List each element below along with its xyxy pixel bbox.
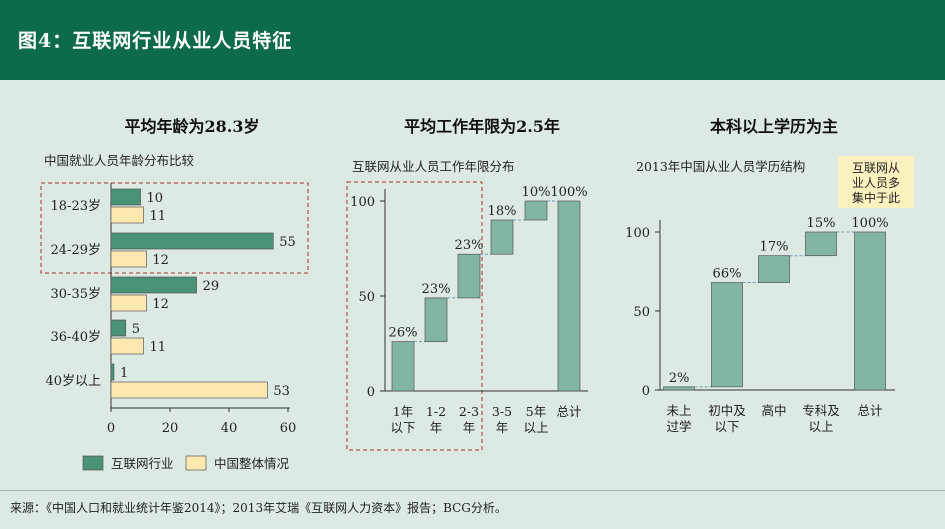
age-x-tick-label: 0 [107,421,115,436]
page-title: 图4：互联网行业从业人员特征 [18,30,293,52]
education-value-label: 17% [760,240,789,255]
education-y-tick-label: 0 [642,384,650,399]
education-bar [854,231,886,391]
age-x-tick-label: 20 [162,421,179,436]
tenure-value-label: 100% [550,185,587,200]
age-bar-internet [110,363,115,381]
education-value-label: 15% [807,216,836,231]
source-note: 来源：《中国人口和就业统计年鉴2014》；2013年艾瑞《互联网人力资本》报告；… [10,501,507,515]
education-category-label: 未上过学 [666,403,691,434]
age-bar-value-label: 5 [132,322,140,337]
age-category-label: 24-29岁 [51,243,101,258]
legend-label: 互联网行业 [111,456,174,471]
age-x-tick-label: 40 [221,421,238,436]
age-bar-internet [110,276,197,294]
age-bar-overall [110,381,268,399]
tenure-value-label: 26% [389,326,418,341]
age-bar-internet [110,188,141,206]
education-bar [758,255,790,283]
age-bar-overall [110,294,147,312]
education-y-tick-label: 50 [633,305,650,320]
education-category-label: 专科及以上 [802,403,840,434]
education-bar [663,386,695,391]
education-bar [711,282,743,388]
education-chart-subtitle: 2013年中国从业人员学历结构 [636,159,805,174]
age-bar-value-label: 11 [149,209,166,224]
tenure-category-label: 3-5 年 [492,404,512,435]
tenure-bar [424,297,448,342]
age-category-label: 30-35岁 [51,287,101,302]
tenure-bar [524,200,548,221]
age-bar-value-label: 53 [273,384,290,399]
tenure-category-label: 1年以下 [390,404,415,435]
age-bar-value-label: 11 [149,340,166,355]
age-category-label: 40岁以上 [45,374,101,389]
education-category-label: 初中及以下 [708,403,746,434]
tenure-value-label: 10% [522,185,551,200]
age-bar-value-label: 55 [279,235,296,250]
tenure-bar [457,253,481,299]
tenure-category-label: 1-2 年 [426,404,446,435]
age-bar-value-label: 10 [147,191,164,206]
tenure-category-label: 2-3 年 [459,404,479,435]
header-bar: 图4：互联网行业从业人员特征 [0,0,945,80]
tenure-category-label: 总计 [556,404,581,419]
tenure-y-tick-label: 0 [367,385,375,400]
education-value-label: 100% [851,216,888,231]
tenure-value-label: 18% [488,204,517,219]
age-bar-value-label: 12 [152,253,169,268]
education-y-tick-label: 100 [625,226,650,241]
tenure-bar [490,219,514,255]
tenure-chart-subtitle: 互联网从业人员工作年限分布 [352,159,515,174]
tenure-value-label: 23% [455,238,484,253]
age-bar-internet [110,319,127,337]
age-bar-overall [110,250,147,268]
tenure-bar [391,341,415,392]
tenure-y-tick-label: 50 [358,290,375,305]
age-bar-value-label: 1 [120,366,128,381]
legend-label: 中国整体情况 [214,456,290,471]
education-value-label: 66% [713,267,742,282]
education-callout-text: 互联网从业人员多集中于此 [852,161,900,205]
education-callout-box [838,156,914,208]
age-x-tick-label: 60 [280,421,297,436]
age-category-label: 18-23岁 [51,199,101,214]
legend-swatch-overall [185,455,207,471]
education-category-label: 高中 [761,403,786,418]
education-category-label: 总计 [857,403,882,418]
footer-divider [0,490,945,491]
tenure-category-label: 5年以上 [523,404,548,435]
tenure-value-label: 23% [422,282,451,297]
age-highlight-box [40,182,309,274]
age-chart-subtitle: 中国就业人员年龄分布比较 [44,153,195,168]
age-bar-overall [110,337,144,355]
education-value-label: 2% [669,371,690,386]
age-bar-value-label: 12 [152,297,169,312]
legend-swatch-internet [82,455,104,471]
tenure-bar [557,200,581,392]
age-bar-internet [110,232,274,250]
education-bar [805,231,837,257]
tenure-panel-title: 平均工作年限为2.5年 [404,117,560,136]
age-category-label: 36-40岁 [51,330,101,345]
tenure-y-tick-label: 100 [350,195,375,210]
education-panel-title: 本科以上学历为主 [709,117,838,136]
age-panel-title: 平均年龄为28.3岁 [124,117,260,136]
tenure-highlight-box [346,181,483,451]
age-bar-overall [110,206,144,224]
age-bar-value-label: 29 [203,279,220,294]
